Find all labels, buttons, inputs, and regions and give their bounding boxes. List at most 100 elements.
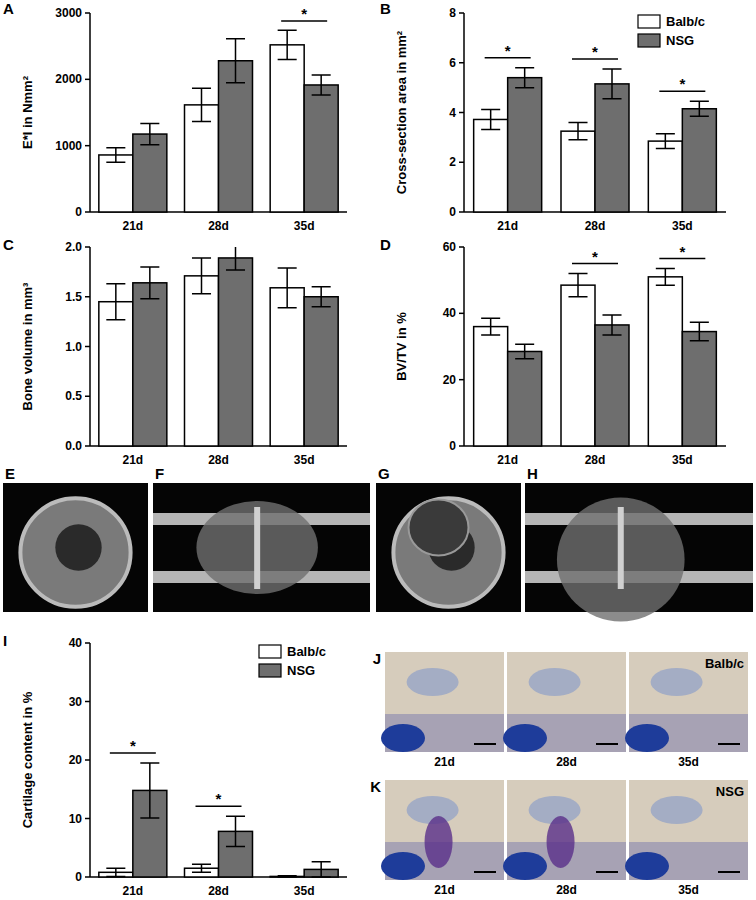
- bar: [508, 351, 542, 446]
- significance-text: *: [216, 790, 222, 807]
- y-tick: [459, 162, 464, 164]
- bar: [99, 155, 133, 212]
- bone-stain: [407, 668, 459, 696]
- y-axis-label: BV/TV in %: [394, 312, 409, 381]
- bar: [270, 45, 304, 212]
- marks: [99, 247, 338, 446]
- y-tick-label: 40: [443, 306, 457, 320]
- osteotomy: [254, 507, 260, 589]
- y-tick-label: 0: [75, 870, 82, 884]
- error-bar: [226, 247, 245, 270]
- y-tick: [85, 346, 90, 348]
- day-label: 21d: [434, 755, 455, 769]
- day-label: 35d: [678, 883, 699, 897]
- chart: DBV/TV in %020406021d28d35d**: [380, 236, 726, 467]
- y-tick-label: 30: [69, 695, 83, 709]
- marks: [99, 763, 338, 877]
- bar: [682, 109, 716, 212]
- marrow-stain: [503, 724, 547, 752]
- y-axis-label: Cross-section area in mm²: [394, 30, 409, 194]
- bar: [474, 327, 508, 446]
- error-bar: [481, 110, 500, 130]
- x-tick-label: 28d: [208, 884, 229, 898]
- bar: [99, 302, 133, 446]
- error-bar: [312, 287, 331, 307]
- image-background: [3, 483, 148, 612]
- row-label: Balb/c: [705, 656, 744, 671]
- error-bar: [312, 75, 331, 95]
- image-background: [153, 483, 370, 612]
- histology-row: 21d28d35dBalb/cJ: [373, 650, 748, 769]
- y-tick: [459, 246, 464, 248]
- significance-text: *: [592, 43, 598, 60]
- bar: [474, 119, 508, 212]
- bar: [648, 277, 682, 446]
- bar: [304, 85, 338, 212]
- y-tick: [459, 313, 464, 315]
- panel-letter: E: [5, 465, 15, 482]
- y-tick: [459, 112, 464, 114]
- y-tick: [459, 445, 464, 447]
- bar: [133, 283, 167, 446]
- bone-stain: [651, 668, 703, 696]
- y-tick: [85, 246, 90, 248]
- y-axis-line: [89, 13, 91, 212]
- significance-text: *: [505, 42, 511, 59]
- x-tick-label: 35d: [672, 219, 693, 233]
- x-tick-label: 21d: [497, 219, 518, 233]
- image-background: [376, 483, 521, 612]
- marks: [474, 269, 717, 446]
- bar: [682, 332, 716, 446]
- bar: [219, 61, 253, 212]
- panel-letter: B: [380, 0, 391, 17]
- bar: [304, 297, 338, 446]
- error-bar: [515, 344, 534, 359]
- y-tick: [85, 818, 90, 820]
- x-tick-label: 28d: [585, 453, 606, 467]
- y-tick: [459, 211, 464, 213]
- y-tick-label: 2: [449, 155, 456, 169]
- bar: [270, 288, 304, 446]
- bar: [185, 276, 219, 446]
- y-tick: [85, 759, 90, 761]
- error-bar: [656, 134, 675, 149]
- panel-letter: G: [378, 465, 390, 482]
- bar: [648, 141, 682, 212]
- error-bar: [106, 868, 125, 876]
- y-axis-label: Bone volume in mm³: [20, 282, 35, 411]
- bar: [561, 285, 595, 446]
- error-bar: [106, 148, 125, 163]
- legend-label: NSG: [666, 33, 694, 48]
- bar: [595, 325, 629, 446]
- histology-row: 21d28d35dNSGK: [370, 778, 748, 897]
- error-bar: [515, 68, 534, 88]
- panel-letter: D: [380, 236, 391, 253]
- marrow: [55, 524, 101, 570]
- significance-text: *: [679, 243, 685, 260]
- marrow-stain: [625, 724, 669, 752]
- bar: [508, 78, 542, 212]
- error-bar: [568, 274, 587, 297]
- legend-swatch: [259, 645, 281, 658]
- error-bar: [278, 268, 297, 308]
- scale-bar: [596, 743, 618, 745]
- osteotomy: [618, 507, 624, 589]
- y-tick: [459, 379, 464, 381]
- bar: [270, 876, 304, 878]
- y-tick: [85, 642, 90, 644]
- image-panel: E: [3, 465, 148, 612]
- bar: [561, 131, 595, 212]
- error-bar: [690, 101, 709, 116]
- x-tick-label: 35d: [294, 453, 315, 467]
- y-tick: [85, 211, 90, 213]
- y-tick-label: 0: [449, 439, 456, 453]
- cartilage-stain: [547, 816, 575, 868]
- day-label: 28d: [556, 755, 577, 769]
- marks: [474, 68, 717, 212]
- error-bar: [690, 322, 709, 341]
- bar: [219, 258, 253, 446]
- y-tick-label: 0.5: [65, 389, 82, 403]
- y-tick-label: 20: [443, 373, 457, 387]
- y-tick-label: 6: [449, 56, 456, 70]
- y-tick: [85, 296, 90, 298]
